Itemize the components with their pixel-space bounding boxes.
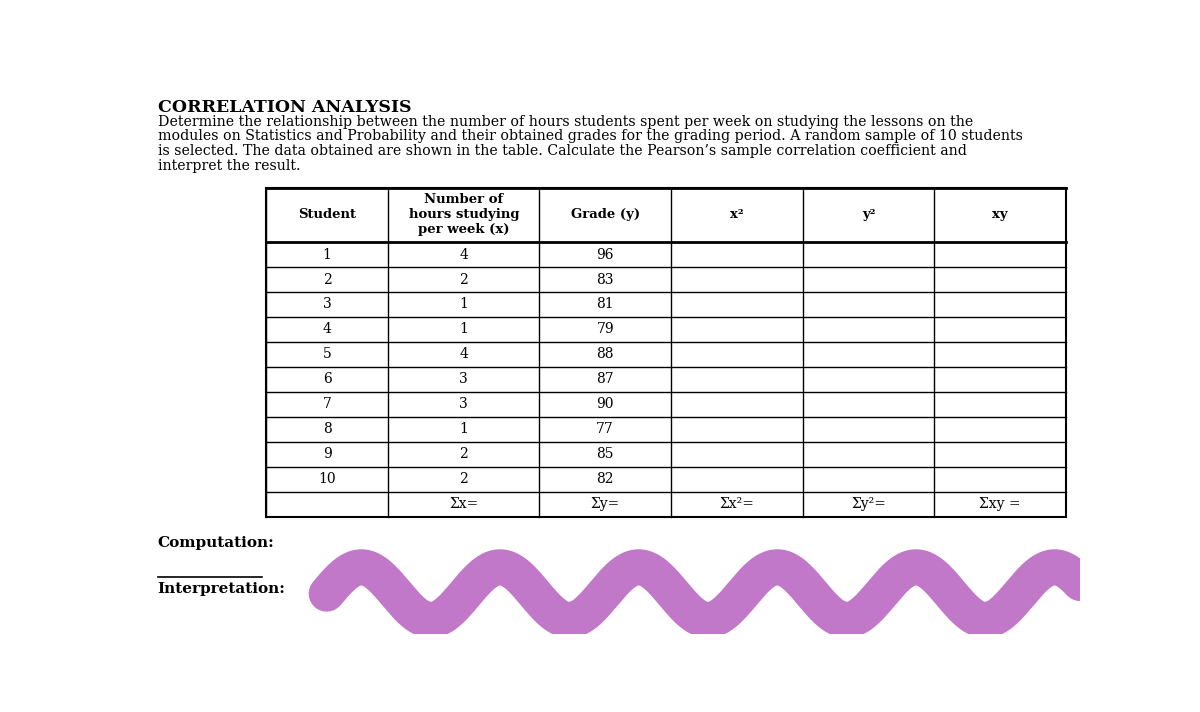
Text: 6: 6 (323, 372, 331, 387)
Text: CORRELATION ANALYSIS: CORRELATION ANALYSIS (157, 99, 412, 116)
Text: 83: 83 (596, 273, 614, 286)
Text: 3: 3 (460, 372, 468, 387)
Text: 7: 7 (323, 397, 331, 412)
Text: Determine the relationship between the number of hours students spent per week o: Determine the relationship between the n… (157, 115, 973, 129)
Text: 81: 81 (596, 298, 614, 311)
Text: 87: 87 (596, 372, 614, 387)
Text: 5: 5 (323, 347, 331, 362)
Text: interpret the result.: interpret the result. (157, 159, 300, 172)
Text: 1: 1 (460, 422, 468, 436)
Text: 90: 90 (596, 397, 614, 412)
Text: 1: 1 (460, 298, 468, 311)
Text: 10: 10 (318, 472, 336, 486)
Text: 2: 2 (460, 447, 468, 461)
Text: 85: 85 (596, 447, 614, 461)
Bar (266, 188, 1066, 517)
Text: Grade (y): Grade (y) (571, 209, 640, 221)
Text: Number of
hours studying
per week (x): Number of hours studying per week (x) (408, 194, 520, 236)
Text: 8: 8 (323, 422, 331, 436)
Text: Σx²=: Σx²= (720, 497, 755, 511)
Text: Σx=: Σx= (449, 497, 479, 511)
Text: x²: x² (730, 209, 744, 221)
Text: Interpretation:: Interpretation: (157, 582, 286, 596)
Text: Σy²=: Σy²= (851, 497, 886, 511)
Text: 4: 4 (460, 347, 468, 362)
Text: Σy=: Σy= (590, 497, 620, 511)
Text: 4: 4 (460, 248, 468, 261)
Text: 79: 79 (596, 323, 614, 337)
Text: 96: 96 (596, 248, 614, 261)
Text: 88: 88 (596, 347, 614, 362)
Text: modules on Statistics and Probability and their obtained grades for the grading : modules on Statistics and Probability an… (157, 130, 1022, 143)
Text: Student: Student (299, 209, 356, 221)
Text: 2: 2 (323, 273, 331, 286)
Text: 82: 82 (596, 472, 614, 486)
Text: 2: 2 (460, 273, 468, 286)
Text: y²: y² (862, 209, 875, 221)
Text: is selected. The data obtained are shown in the table. Calculate the Pearson’s s: is selected. The data obtained are shown… (157, 144, 967, 158)
Text: 4: 4 (323, 323, 331, 337)
Text: 1: 1 (460, 323, 468, 337)
Text: Σxy =: Σxy = (979, 497, 1021, 511)
Text: xy: xy (992, 209, 1008, 221)
Text: 3: 3 (460, 397, 468, 412)
Text: 3: 3 (323, 298, 331, 311)
Text: 77: 77 (596, 422, 614, 436)
Text: 9: 9 (323, 447, 331, 461)
Text: Computation:: Computation: (157, 536, 275, 550)
Text: 1: 1 (323, 248, 331, 261)
Text: 2: 2 (460, 472, 468, 486)
